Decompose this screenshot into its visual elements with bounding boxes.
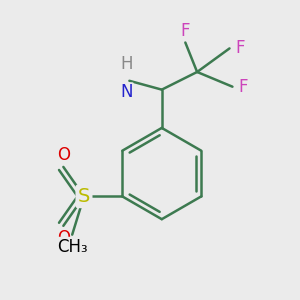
Text: H: H	[120, 56, 133, 74]
Text: F: F	[236, 39, 245, 57]
Text: O: O	[57, 229, 70, 247]
Text: CH₃: CH₃	[57, 238, 88, 256]
Text: F: F	[181, 22, 190, 40]
Text: N: N	[120, 83, 133, 101]
Text: O: O	[57, 146, 70, 164]
Text: F: F	[238, 78, 248, 96]
Text: S: S	[78, 187, 90, 206]
